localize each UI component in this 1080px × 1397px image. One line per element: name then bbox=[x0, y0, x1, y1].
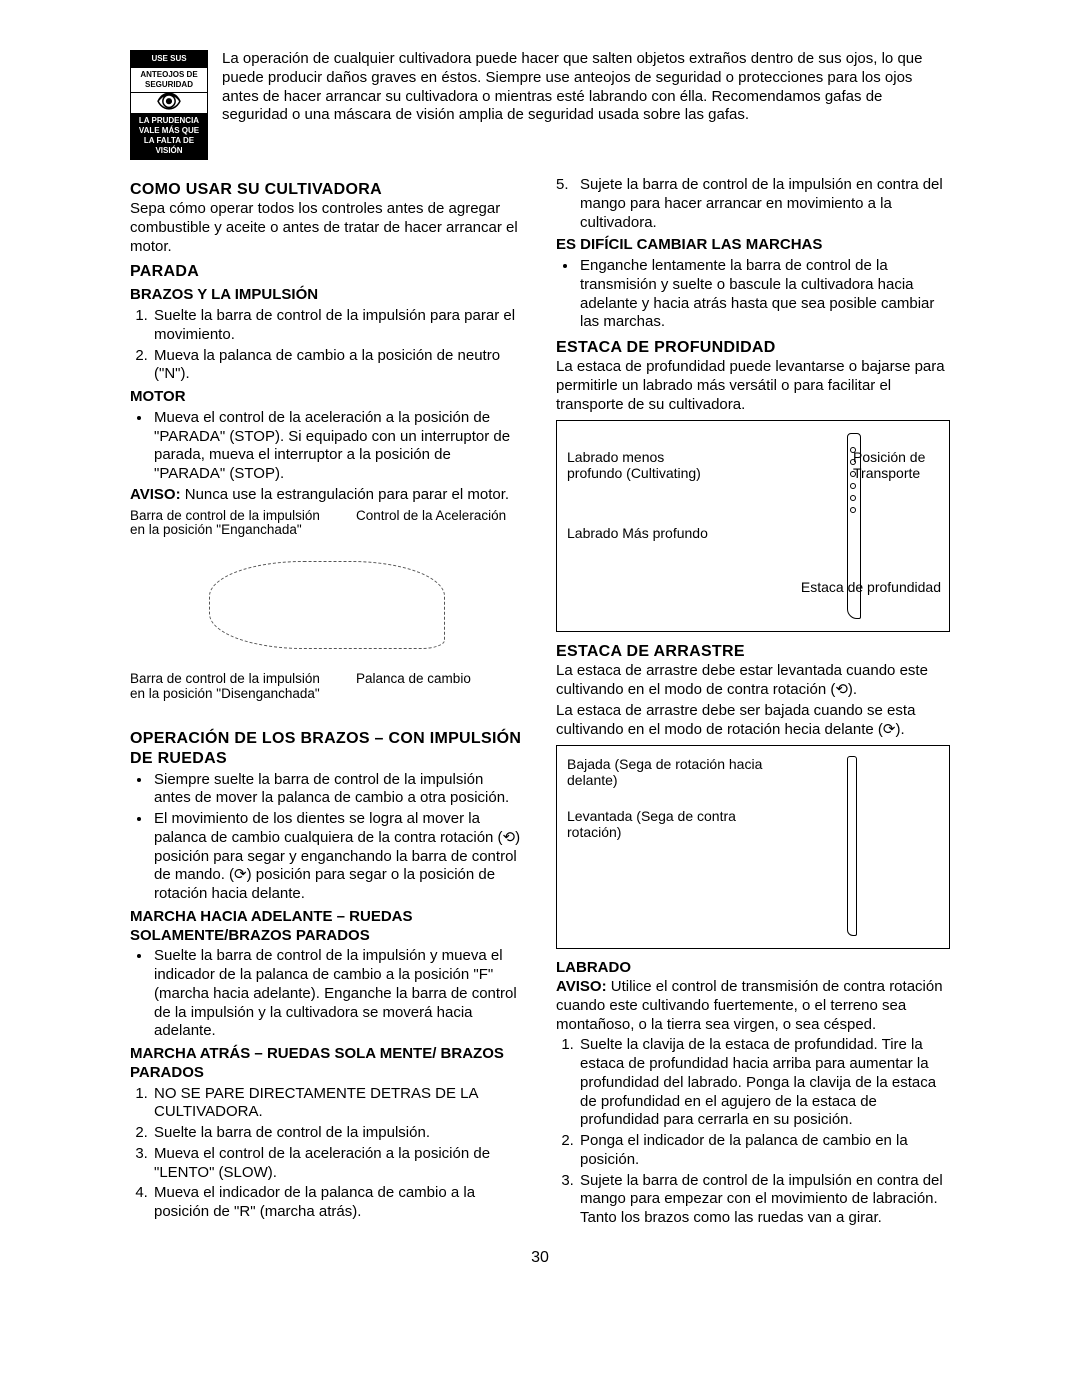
list-dificil: Enganche lentamente la barra de control … bbox=[556, 257, 950, 332]
page-number: 30 bbox=[130, 1248, 950, 1268]
safety-paragraph: La operación de cualquier cultivadora pu… bbox=[222, 50, 950, 160]
subheading-labrado: LABRADO bbox=[556, 959, 950, 978]
para-arrastre-1: La estaca de arrastre debe estar levanta… bbox=[556, 662, 950, 700]
figure-controls-diagram: Barra de control de la impulsión en la p… bbox=[130, 509, 524, 723]
aviso2-label: AVISO: bbox=[556, 978, 607, 995]
subheading-marcha-adelante: MARCHA HACIA ADELANTE – RUEDAS SOLAMENTE… bbox=[130, 908, 524, 946]
heading-parada: PARADA bbox=[130, 262, 524, 282]
list-item: Siempre suelte la barra de control de la… bbox=[152, 771, 524, 809]
list-item: Suelte la barra de control de la impulsi… bbox=[152, 947, 524, 1041]
list-item: Mueva el control de la aceleración a la … bbox=[152, 409, 524, 484]
subheading-dificil: ES DIFÍCIL CAMBIAR LAS MARCHAS bbox=[556, 236, 950, 255]
fig2-label-3: Labrado Más profundo bbox=[567, 525, 717, 541]
list-marcha-at: NO SE PARE DIRECTAMENTE DETRAS DE LA CUL… bbox=[130, 1085, 524, 1222]
figure-depth-stake: Labrado menos profundo (Cultivating) Pos… bbox=[556, 420, 950, 632]
para-profundidad: La estaca de profundidad puede levantars… bbox=[556, 358, 950, 414]
aviso-label: AVISO: bbox=[130, 486, 181, 503]
list-item: Enganche lentamente la barra de control … bbox=[578, 257, 950, 332]
list-item: Suelte la barra de control de la impulsi… bbox=[152, 307, 524, 345]
subheading-marcha-atras: MARCHA ATRÁS – RUEDAS SOLA MENTE/ BRAZOS… bbox=[130, 1045, 524, 1083]
list-item: Sujete la barra de control de la impulsi… bbox=[578, 176, 950, 232]
list-item: Ponga el indicador de la palanca de camb… bbox=[578, 1132, 950, 1170]
heading-operacion: OPERACIÓN DE LOS BRAZOS – CON IMPULSIÓN … bbox=[130, 729, 524, 769]
list-item: NO SE PARE DIRECTAMENTE DETRAS DE LA CUL… bbox=[152, 1085, 524, 1123]
fig2-label-4: Estaca de profundidad bbox=[781, 579, 941, 595]
aviso-text: Nunca use la estrangulación para parar e… bbox=[181, 486, 510, 503]
figure-drag-stake: Bajada (Sega de rotación hacia delante) … bbox=[556, 745, 950, 949]
list-item: Mueva la palanca de cambio a la posición… bbox=[152, 347, 524, 385]
eye-icon: 👁 bbox=[131, 93, 207, 113]
para-como: Sepa cómo operar todos los controles ant… bbox=[130, 200, 524, 256]
heading-como-usar: COMO USAR SU CULTIVADORA bbox=[130, 180, 524, 200]
list-labrado: Suelte la clavija de la estaca de profun… bbox=[556, 1036, 950, 1228]
list-item: Suelte la barra de control de la impulsi… bbox=[152, 1124, 524, 1143]
list-motor: Mueva el control de la aceleración a la … bbox=[130, 409, 524, 484]
list-continued: Sujete la barra de control de la impulsi… bbox=[556, 176, 950, 232]
subheading-brazos: BRAZOS Y LA IMPULSIÓN bbox=[130, 286, 524, 305]
aviso-motor: AVISO: Nunca use la estrangulación para … bbox=[130, 486, 524, 505]
safety-notice: USE SUS ANTEOJOS DE SEGURIDAD 👁 LA PRUDE… bbox=[130, 50, 950, 160]
list-item: Mueva el control de la aceleración a la … bbox=[152, 1145, 524, 1183]
drag-stake-icon bbox=[847, 756, 857, 936]
aviso2-text: Utilice el control de transmisión de con… bbox=[556, 978, 943, 1033]
fig1-label-tl: Barra de control de la impulsión en la p… bbox=[130, 509, 326, 560]
fig1-label-tr: Control de la Aceleración bbox=[328, 509, 524, 560]
badge-line1: USE SUS bbox=[131, 51, 207, 67]
fig2-label-2: Posición de Transporte bbox=[853, 449, 941, 481]
para-arrastre-2: La estaca de arrastre debe ser bajada cu… bbox=[556, 702, 950, 740]
fig3-label-1: Bajada (Sega de rotación hacia delante) bbox=[567, 756, 767, 788]
badge-line3: LA PRUDENCIA VALE MÁS QUE LA FALTA DE VI… bbox=[131, 113, 207, 159]
list-brazos: Suelte la barra de control de la impulsi… bbox=[130, 307, 524, 384]
list-item: El movimiento de los dientes se logra al… bbox=[152, 810, 524, 904]
list-item: Mueva el indicador de la palanca de camb… bbox=[152, 1184, 524, 1222]
safety-badge: USE SUS ANTEOJOS DE SEGURIDAD 👁 LA PRUDE… bbox=[130, 50, 208, 160]
list-marcha-ad: Suelte la barra de control de la impulsi… bbox=[130, 947, 524, 1041]
heading-profundidad: ESTACA DE PROFUNDIDAD bbox=[556, 338, 950, 358]
list-item: Sujete la barra de control de la impulsi… bbox=[578, 1172, 950, 1228]
badge-line2: ANTEOJOS DE SEGURIDAD bbox=[131, 67, 207, 93]
aviso-labrado: AVISO: Utilice el control de transmisión… bbox=[556, 978, 950, 1034]
subheading-motor: MOTOR bbox=[130, 388, 524, 407]
list-operacion: Siempre suelte la barra de control de la… bbox=[130, 771, 524, 904]
list-item: Suelte la clavija de la estaca de profun… bbox=[578, 1036, 950, 1130]
heading-arrastre: ESTACA DE ARRASTRE bbox=[556, 642, 950, 662]
fig1-label-bl: Barra de control de la impulsión en la p… bbox=[130, 672, 326, 723]
fig2-label-1: Labrado menos profundo (Cultivating) bbox=[567, 449, 717, 481]
left-column: COMO USAR SU CULTIVADORA Sepa cómo opera… bbox=[130, 174, 524, 1230]
right-column: Sujete la barra de control de la impulsi… bbox=[556, 174, 950, 1230]
fig3-label-2: Levantada (Sega de contra rotación) bbox=[567, 808, 767, 840]
two-column-layout: COMO USAR SU CULTIVADORA Sepa cómo opera… bbox=[130, 174, 950, 1230]
fig1-label-br: Palanca de cambio bbox=[328, 672, 524, 723]
handle-sketch-icon bbox=[209, 561, 445, 649]
